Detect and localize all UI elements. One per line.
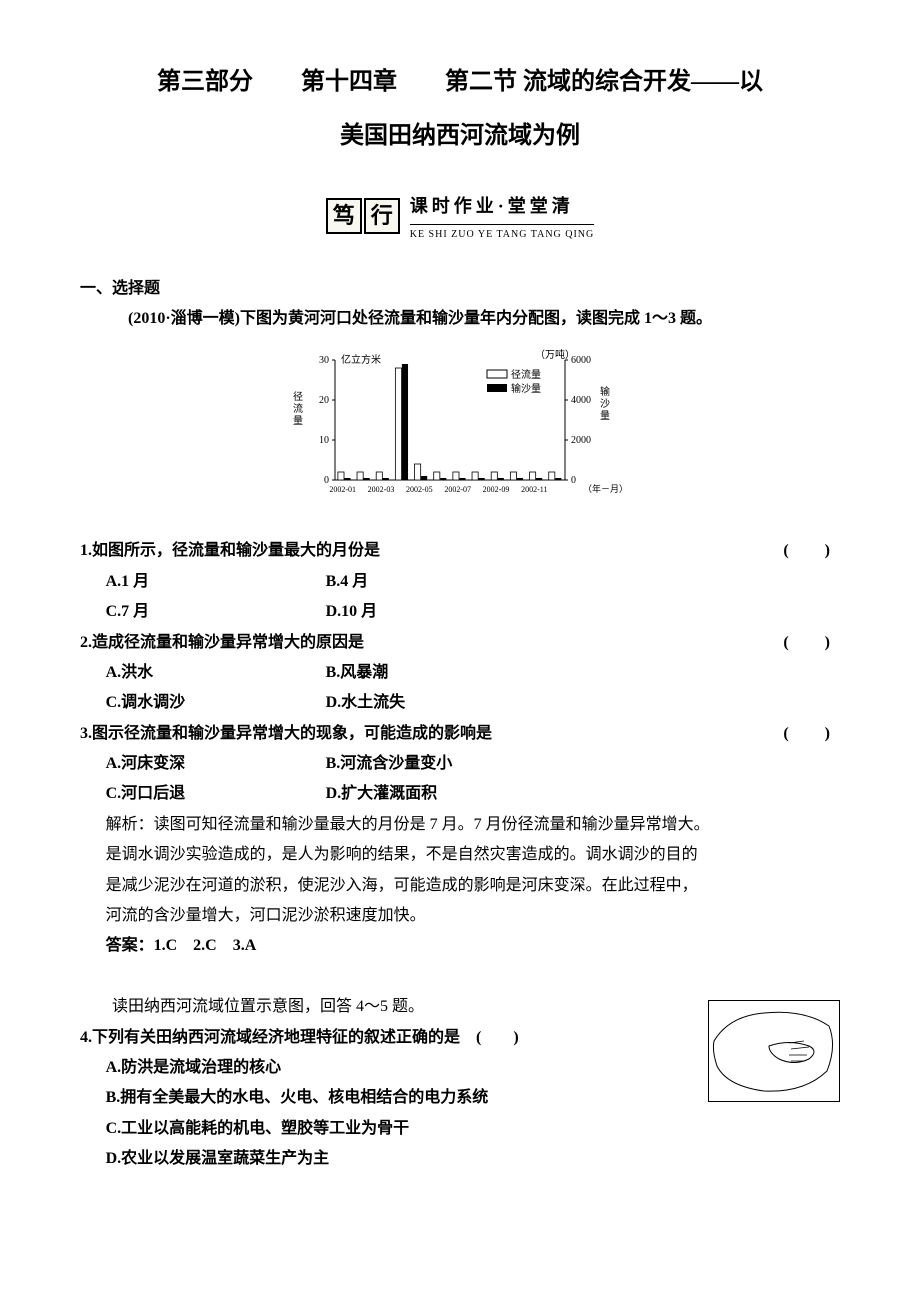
svg-text:2002-11: 2002-11 xyxy=(521,485,547,494)
svg-text:4000: 4000 xyxy=(571,395,591,406)
explain-1-l4: 河流的含沙量增大，河口泥沙淤积速度加快。 xyxy=(106,901,840,931)
svg-text:2000: 2000 xyxy=(571,435,591,446)
q3: 3.图示径流量和输沙量异常增大的现象，可能造成的影响是 ( ) xyxy=(80,719,840,749)
svg-text:30: 30 xyxy=(319,355,329,366)
q3-opt-d: D.扩大灌溉面积 xyxy=(326,779,546,809)
svg-text:输: 输 xyxy=(600,385,610,398)
banner-text: 课时作业·堂堂清 KE SHI ZUO YE TANG TANG QING xyxy=(410,189,595,243)
answer-1: 答案：1.C 2.C 3.A xyxy=(106,931,840,961)
flow-sediment-chart: 01020300200040006000亿立方米（万吨）径流量输沙量2002-0… xyxy=(80,348,840,518)
svg-text:2002-09: 2002-09 xyxy=(483,485,510,494)
q1-opts-row2: C.7 月 D.10 月 xyxy=(106,597,840,627)
q3-stem: 3.图示径流量和输沙量异常增大的现象，可能造成的影响是 xyxy=(80,719,763,749)
svg-text:2002-07: 2002-07 xyxy=(444,485,471,494)
q3-opt-b: B.河流含沙量变小 xyxy=(326,749,546,779)
q1: 1.如图所示，径流量和输沙量最大的月份是 ( ) xyxy=(80,536,840,566)
q4: 4.下列有关田纳西河流域经济地理特征的叙述正确的是 ( ) xyxy=(80,1023,694,1053)
svg-text:沙: 沙 xyxy=(600,398,610,410)
q2-paren: ( ) xyxy=(763,628,840,658)
q3-opts-row1: A.河床变深 B.河流含沙量变小 xyxy=(106,749,840,779)
q1-opt-d: D.10 月 xyxy=(326,597,546,627)
q3-opt-a: A.河床变深 xyxy=(106,749,326,779)
svg-text:径: 径 xyxy=(293,390,303,403)
q1-opt-b: B.4 月 xyxy=(326,567,546,597)
q1-opts-row1: A.1 月 B.4 月 xyxy=(106,567,840,597)
tennessee-map xyxy=(708,1000,840,1102)
svg-text:亿立方米: 亿立方米 xyxy=(341,353,381,366)
chart-svg: 01020300200040006000亿立方米（万吨）径流量输沙量2002-0… xyxy=(280,348,640,518)
svg-text:量: 量 xyxy=(600,410,610,422)
svg-text:2002-05: 2002-05 xyxy=(406,485,433,494)
explain-1-l2: 是调水调沙实验造成的，是人为影响的结果，不是自然灾害造成的。调水调沙的目的 xyxy=(106,840,840,870)
svg-text:0: 0 xyxy=(571,475,576,486)
q3-paren: ( ) xyxy=(763,719,840,749)
banner: 笃 行 课时作业·堂堂清 KE SHI ZUO YE TANG TANG QIN… xyxy=(80,189,840,243)
q1-opt-c: C.7 月 xyxy=(106,597,326,627)
q1-opt-a: A.1 月 xyxy=(106,567,326,597)
q2-opt-c: C.调水调沙 xyxy=(106,688,326,718)
svg-text:10: 10 xyxy=(319,435,329,446)
q1-paren: ( ) xyxy=(763,536,840,566)
q2-opt-d: D.水土流失 xyxy=(326,688,546,718)
svg-text:径流量: 径流量 xyxy=(511,368,541,381)
banner-big: 课时作业·堂堂清 xyxy=(410,196,574,216)
q2-opts-row2: C.调水调沙 D.水土流失 xyxy=(106,688,840,718)
banner-small: KE SHI ZUO YE TANG TANG QING xyxy=(410,224,595,244)
svg-text:2002-03: 2002-03 xyxy=(368,485,395,494)
q1-stem: 1.如图所示，径流量和输沙量最大的月份是 xyxy=(80,536,763,566)
q2-opt-a: A.洪水 xyxy=(106,658,326,688)
svg-text:量: 量 xyxy=(293,415,303,427)
svg-text:20: 20 xyxy=(319,395,329,406)
banner-glyph-2: 行 xyxy=(364,198,400,234)
q2-opt-b: B.风暴潮 xyxy=(326,658,546,688)
explain-1-l1: 解析：读图可知径流量和输沙量最大的月份是 7 月。7 月份径流量和输沙量异常增大… xyxy=(106,810,840,840)
title-line-2: 美国田纳西河流域为例 xyxy=(80,114,840,160)
svg-text:输沙量: 输沙量 xyxy=(511,382,541,395)
section-heading: 一、选择题 xyxy=(80,274,840,304)
q3-opts-row2: C.河口后退 D.扩大灌溉面积 xyxy=(106,779,840,809)
q2-opts-row1: A.洪水 B.风暴潮 xyxy=(106,658,840,688)
q3-opt-c: C.河口后退 xyxy=(106,779,326,809)
svg-text:（年－月）: （年－月） xyxy=(583,483,628,494)
svg-text:流: 流 xyxy=(293,402,303,415)
svg-text:2002-01: 2002-01 xyxy=(329,485,356,494)
banner-glyph-1: 笃 xyxy=(326,198,362,234)
q2-stem: 2.造成径流量和输沙量异常增大的原因是 xyxy=(80,628,763,658)
q2: 2.造成径流量和输沙量异常增大的原因是 ( ) xyxy=(80,628,840,658)
title-line-1: 第三部分 第十四章 第二节 流域的综合开发——以 xyxy=(80,60,840,106)
q4-opt-d: D.农业以发展温室蔬菜生产为主 xyxy=(106,1144,840,1174)
svg-text:0: 0 xyxy=(324,475,329,486)
context-1: (2010·淄博一模)下图为黄河河口处径流量和输沙量年内分配图，读图完成 1～3… xyxy=(80,304,840,334)
svg-text:（万吨）: （万吨） xyxy=(535,348,575,361)
explain-1-l3: 是减少泥沙在河道的淤积，使泥沙入海，可能造成的影响是河床变深。在此过程中， xyxy=(106,871,840,901)
q4-stem: 4.下列有关田纳西河流域经济地理特征的叙述正确的是 ( ) xyxy=(80,1023,694,1053)
q4-opt-c: C.工业以高能耗的机电、塑胶等工业为骨干 xyxy=(106,1114,840,1144)
